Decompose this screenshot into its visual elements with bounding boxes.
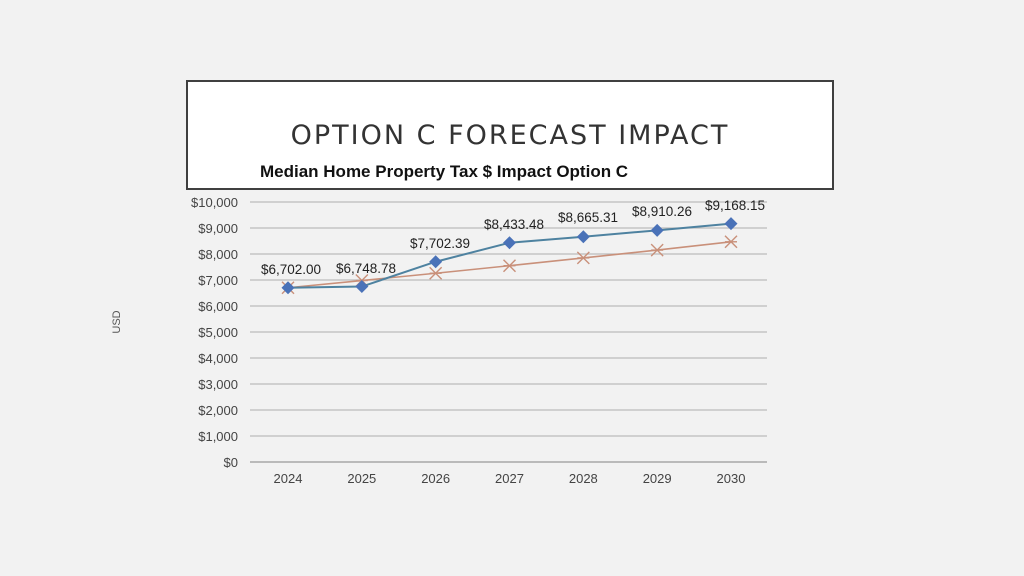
y-tick-label: $3,000 bbox=[198, 377, 238, 392]
y-axis-label: USD bbox=[111, 310, 123, 333]
baseline-marker bbox=[724, 235, 738, 249]
chart-title: Median Home Property Tax $ Impact Option… bbox=[260, 162, 629, 181]
y-tick-label: $7,000 bbox=[198, 273, 238, 288]
y-tick-label: $5,000 bbox=[198, 325, 238, 340]
y-tick-label: $8,000 bbox=[198, 247, 238, 262]
y-tick-label: $1,000 bbox=[198, 429, 238, 444]
series-line-option-c bbox=[287, 222, 732, 289]
option-c-marker bbox=[355, 280, 369, 294]
slide-title: OPTION C FORECAST IMPACT bbox=[290, 120, 730, 151]
y-tick-label: $9,000 bbox=[198, 221, 238, 236]
title-box: OPTION C FORECAST IMPACT Median Home Pro… bbox=[186, 80, 834, 190]
baseline-marker bbox=[503, 259, 516, 273]
baseline-marker bbox=[576, 251, 590, 265]
x-tick-label: 2025 bbox=[347, 471, 376, 486]
baseline-marker bbox=[429, 266, 443, 280]
data-label: $8,433.48 bbox=[484, 217, 544, 232]
data-label: $7,702.39 bbox=[410, 236, 470, 251]
y-tick-label: $6,000 bbox=[198, 299, 238, 314]
y-tick-label: $4,000 bbox=[198, 351, 238, 366]
x-tick-label: 2024 bbox=[274, 471, 303, 486]
y-tick-label: $10,000 bbox=[191, 195, 238, 210]
option-c-marker bbox=[650, 223, 664, 237]
option-c-marker bbox=[724, 217, 738, 231]
x-tick-label: 2028 bbox=[569, 471, 598, 486]
option-c-marker bbox=[503, 236, 516, 250]
option-c-marker bbox=[429, 255, 443, 269]
y-tick-label: $2,000 bbox=[198, 403, 238, 418]
data-label: $6,702.00 bbox=[261, 262, 321, 277]
data-label: $6,748.78 bbox=[336, 261, 396, 276]
x-tick-label: 2029 bbox=[643, 471, 672, 486]
x-tick-label: 2027 bbox=[495, 471, 524, 486]
x-tick-label: 2026 bbox=[421, 471, 450, 486]
y-tick-label: $0 bbox=[224, 455, 238, 470]
option-c-marker bbox=[576, 230, 590, 244]
data-label: $8,910.26 bbox=[632, 204, 692, 219]
baseline-marker bbox=[650, 243, 664, 257]
data-label: $8,665.31 bbox=[558, 210, 618, 225]
data-label: $9,168.15 bbox=[705, 198, 765, 213]
option-c-marker bbox=[281, 281, 295, 295]
x-tick-label: 2030 bbox=[717, 471, 746, 486]
